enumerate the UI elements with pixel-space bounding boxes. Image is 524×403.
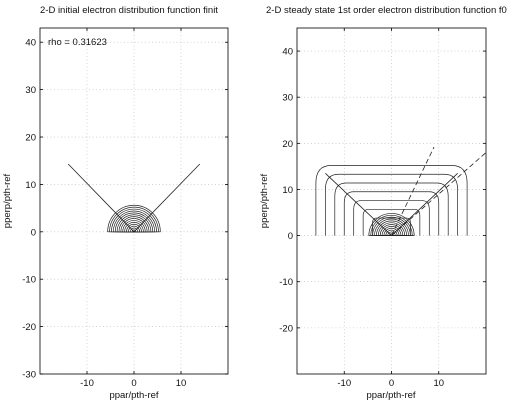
solid-ray	[325, 173, 392, 236]
contour-level	[374, 218, 409, 236]
outer-contour	[334, 182, 449, 236]
y-tick-label: 10	[25, 180, 36, 191]
outer-contour	[372, 217, 411, 236]
contour-level	[370, 214, 413, 236]
plot-frame	[39, 27, 229, 375]
y-tick-label: 0	[288, 231, 293, 242]
left-x-axis-label: ppar/pth-ref	[109, 390, 158, 401]
contour-level	[114, 212, 154, 233]
x-tick-label: -10	[80, 378, 94, 389]
y-tick-label: 30	[282, 93, 293, 104]
right-plot-title: 2-D steady state 1st order electron dist…	[266, 5, 507, 16]
y-tick-label: 40	[282, 47, 293, 58]
contour-level	[118, 216, 150, 233]
left-y-axis-label: pperp/pth-ref	[2, 173, 13, 228]
y-tick-label: 40	[25, 38, 36, 49]
y-tick-label: -20	[22, 322, 36, 333]
x-tick-label: 10	[433, 378, 444, 389]
x-tick-label: 10	[176, 378, 187, 389]
contour-level	[383, 227, 400, 236]
right-x-axis-label: ppar/pth-ref	[366, 390, 415, 401]
y-tick-label: 0	[31, 227, 36, 238]
left-contour-plot: 2-D initial electron distribution functi…	[2, 5, 229, 401]
right-y-axis-label: pperp/pth-ref	[259, 173, 270, 228]
plot-area-0	[67, 163, 201, 233]
solid-ray	[133, 163, 201, 233]
contour-level	[111, 208, 157, 233]
solid-ray	[391, 173, 458, 236]
outer-contour	[353, 200, 430, 236]
contour-level	[120, 218, 148, 233]
y-tick-label: 10	[282, 185, 293, 196]
contour-level	[379, 224, 404, 236]
contour-level	[381, 226, 402, 236]
contour-level	[368, 213, 415, 236]
contour-level	[377, 222, 406, 236]
y-tick-label: 30	[25, 85, 36, 96]
contour-level	[122, 220, 146, 233]
y-tick-label: -30	[22, 370, 36, 381]
outer-contour	[343, 191, 440, 236]
plot-frame	[296, 27, 487, 375]
y-tick-label: 20	[282, 139, 293, 150]
solid-ray	[67, 163, 135, 233]
y-tick-label: -20	[279, 323, 293, 334]
outer-contour	[315, 165, 468, 236]
contour-level	[112, 210, 156, 233]
y-tick-label: -10	[279, 277, 293, 288]
dashed-ray	[391, 146, 435, 236]
y-tick-label: -10	[22, 275, 36, 286]
contour-level	[107, 204, 161, 233]
contour-level	[376, 220, 407, 236]
left-plot-title: 2-D initial electron distribution functi…	[40, 5, 218, 16]
right-contour-plot: 2-D steady state 1st order electron dist…	[259, 5, 507, 401]
x-tick-label: 0	[389, 378, 394, 389]
dashed-ray	[391, 152, 486, 236]
outer-contour	[325, 173, 458, 236]
contour-level	[372, 216, 411, 236]
outer-contour	[362, 208, 421, 236]
x-tick-label: 0	[131, 378, 136, 389]
contour-level	[116, 214, 152, 233]
rho-annotation: rho = 0.31623	[48, 37, 107, 48]
plot-area-1	[315, 146, 486, 236]
contour-level	[109, 206, 159, 233]
x-tick-label: -10	[337, 378, 351, 389]
contour-level	[126, 223, 142, 233]
y-tick-label: 20	[25, 133, 36, 144]
contour-level	[124, 221, 144, 233]
